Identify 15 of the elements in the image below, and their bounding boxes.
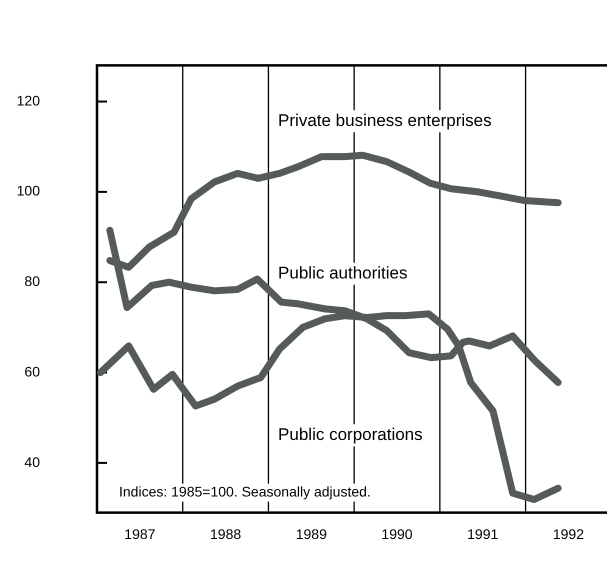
x-tick-label: 1989 — [296, 526, 328, 542]
x-tick-label: 1991 — [467, 526, 498, 542]
y-tick-label: 40 — [24, 454, 40, 470]
x-tick-label: 1990 — [381, 526, 413, 542]
text: Public corporations — [278, 424, 423, 444]
x-tick-label: 1988 — [210, 526, 242, 542]
y-tick-label: 120 — [16, 92, 40, 108]
text: Private business enterprises — [278, 110, 492, 130]
x-tick-label: 1987 — [124, 526, 156, 542]
y-tick-label: 60 — [24, 363, 40, 380]
x-tick-label: 1992 — [552, 526, 584, 542]
y-tick-label: 100 — [16, 182, 40, 199]
annotation: Indices: 1985=100. Seasonally adjusted. — [119, 483, 371, 500]
y-tick-label: 80 — [24, 273, 40, 290]
series-label: Public authorities — [278, 263, 408, 282]
